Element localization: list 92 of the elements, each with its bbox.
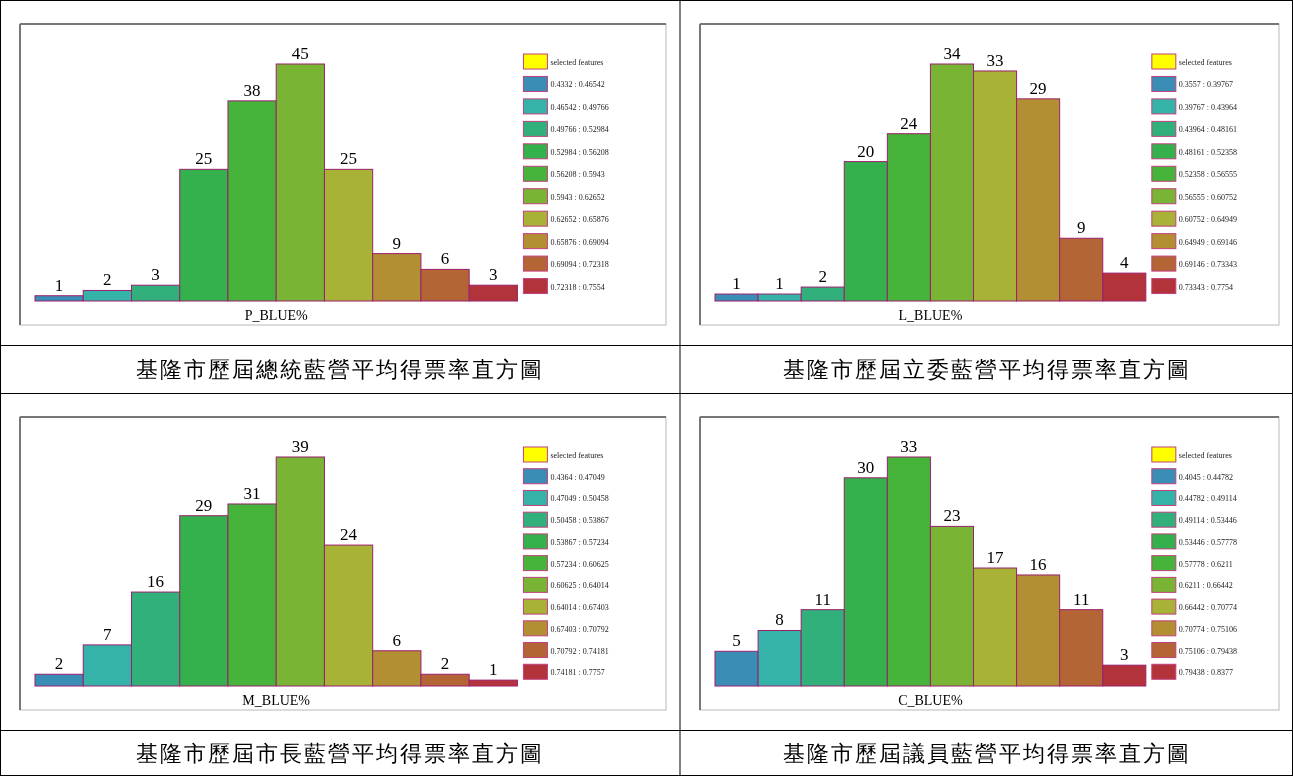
text: 0.66442 : 0.70774: [1178, 603, 1238, 613]
text: 0.56208 : 0.5943: [550, 170, 605, 180]
text: 0.79438 : 0.8377: [1178, 668, 1234, 678]
text: 0.52358 : 0.56555: [1178, 170, 1238, 180]
x-axis-title: C_BLUE%: [898, 693, 964, 708]
data-label: 33: [900, 437, 918, 456]
data-label: 2: [440, 654, 450, 674]
data-label: 16: [147, 572, 165, 592]
data-label: 31: [243, 483, 261, 503]
data-label: 34: [943, 44, 961, 63]
text: 0.69094 : 0.72318: [550, 260, 609, 270]
text: selected features: [550, 451, 604, 460]
data-label: 2: [54, 654, 64, 674]
data-label: 6: [440, 249, 450, 269]
text: 0.46542 : 0.49766: [550, 102, 609, 112]
text: 0.6211 : 0.66442: [1178, 581, 1233, 591]
text: 0.4364 : 0.47049: [550, 472, 605, 482]
data-label: 24: [340, 525, 358, 545]
data-label: 38: [243, 80, 261, 100]
data-label: 3: [1120, 645, 1129, 665]
data-label: 2: [103, 270, 112, 290]
data-label: 33: [986, 50, 1004, 70]
text: 0.69146 : 0.73343: [1178, 260, 1238, 270]
text: 0.65876 : 0.69094: [550, 237, 609, 247]
text: 0.75106 : 0.79438: [1178, 646, 1238, 656]
text: 0.4045 : 0.44782: [1178, 472, 1234, 482]
text: 0.62652 : 0.65876: [550, 215, 609, 225]
text: selected features: [550, 58, 604, 67]
text: 0.57778 : 0.6211: [1178, 559, 1233, 569]
text: 0.5943 : 0.62652: [550, 192, 605, 202]
data-label: 25: [195, 149, 213, 169]
text: 基隆市歷屆議員藍營平均得票率直方圖: [782, 741, 1191, 766]
data-label: 30: [857, 457, 875, 477]
data-label: 11: [814, 589, 831, 609]
text: 0.60752 : 0.64949: [1178, 215, 1238, 225]
text: 0.70774 : 0.75106: [1178, 624, 1238, 634]
x-axis-title: L_BLUE%: [898, 308, 963, 323]
text: 0.60625 : 0.64014: [550, 581, 609, 591]
data-label: 3: [151, 265, 160, 285]
text: 0.53446 : 0.57778: [1178, 537, 1238, 547]
text: 0.56555 : 0.60752: [1178, 192, 1238, 202]
text: 0.3557 : 0.39767: [1178, 80, 1234, 90]
data-label: 29: [1029, 78, 1047, 98]
text: 0.74181 : 0.7757: [550, 668, 605, 678]
text: 0.70792 : 0.74181: [550, 646, 609, 656]
text: 0.57234 : 0.60625: [550, 559, 609, 569]
text: 0.49766 : 0.52984: [550, 125, 609, 135]
text: 0.64949 : 0.69146: [1178, 237, 1238, 247]
text: 基隆市歷屆總統藍營平均得票率直方圖: [136, 357, 544, 382]
data-label: 8: [775, 610, 784, 630]
text: 0.52984 : 0.56208: [550, 147, 609, 157]
data-label: 24: [900, 113, 918, 133]
text: 0.64014 : 0.67403: [550, 603, 609, 613]
text: 0.4332 : 0.46542: [550, 80, 605, 90]
data-label: 1: [489, 660, 498, 680]
data-label: 9: [392, 233, 402, 253]
data-label: 17: [986, 548, 1005, 568]
text: 0.44782 : 0.49114: [1178, 494, 1237, 504]
data-label: 5: [732, 631, 741, 651]
data-label: 23: [943, 506, 961, 526]
data-label: 39: [291, 437, 309, 456]
text: 基隆市歷屆市長藍營平均得票率直方圖: [136, 741, 544, 766]
text: 0.67403 : 0.70792: [550, 624, 609, 634]
text: 0.73343 : 0.7754: [1178, 282, 1234, 292]
x-axis-title: M_BLUE%: [242, 693, 311, 708]
text: 0.50458 : 0.53867: [550, 516, 609, 526]
text: selected features: [1178, 451, 1232, 460]
data-label: 6: [392, 630, 402, 650]
text: 0.49114 : 0.53446: [1178, 516, 1237, 526]
text: 基隆市歷屆立委藍營平均得票率直方圖: [782, 357, 1191, 382]
text: 0.43964 : 0.48161: [1178, 125, 1238, 135]
data-label: 1: [732, 274, 741, 294]
data-label: 45: [291, 44, 309, 63]
data-label: 9: [1076, 218, 1086, 238]
data-label: 11: [1073, 589, 1090, 609]
data-label: 7: [103, 624, 113, 644]
data-label: 29: [195, 495, 213, 515]
text: 0.47049 : 0.50458: [550, 494, 609, 504]
text: 0.39767 : 0.43964: [1178, 102, 1238, 112]
data-label: 20: [857, 141, 875, 161]
data-label: 1: [775, 274, 784, 294]
data-label: 16: [1029, 554, 1047, 574]
data-label: 2: [818, 267, 827, 287]
x-axis-title: P_BLUE%: [244, 308, 309, 323]
data-label: 1: [54, 275, 64, 295]
text: 0.53867 : 0.57234: [550, 537, 609, 547]
text: 0.48161 : 0.52358: [1178, 147, 1238, 157]
data-label: 4: [1120, 253, 1130, 273]
data-label: 25: [340, 149, 358, 169]
data-label: 3: [489, 265, 498, 285]
text: selected features: [1178, 58, 1232, 67]
text: 0.72318 : 0.7554: [550, 282, 605, 292]
